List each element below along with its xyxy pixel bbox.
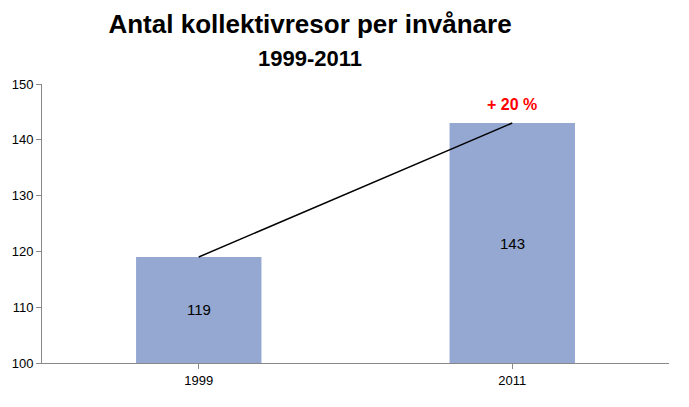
- svg-text:119: 119: [187, 301, 211, 318]
- svg-text:110: 110: [13, 300, 34, 315]
- svg-text:140: 140: [12, 132, 34, 147]
- svg-text:100: 100: [12, 356, 34, 371]
- svg-text:120: 120: [12, 244, 34, 259]
- svg-text:130: 130: [12, 188, 34, 203]
- svg-text:2011: 2011: [498, 373, 526, 388]
- svg-text:1999: 1999: [184, 373, 213, 388]
- svg-text:143: 143: [500, 235, 525, 252]
- svg-text:+ 20 %: + 20 %: [487, 96, 537, 113]
- svg-text:Antal kollektivresor per invån: Antal kollektivresor per invånare1999-20…: [108, 9, 511, 72]
- svg-text:150: 150: [12, 77, 34, 92]
